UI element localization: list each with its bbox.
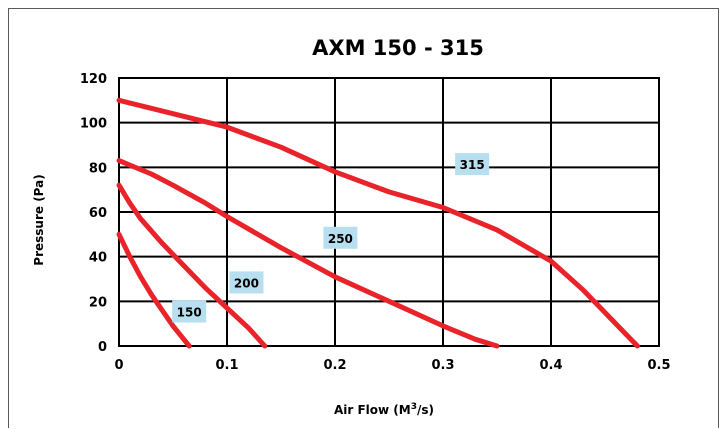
curve-label-box [323, 226, 358, 249]
chart-frame: AXM 150 - 315 150 200 250 315 0 0.1 0.2 0.3 0.4… [8, 8, 719, 428]
y-axis-label: Pressure (Pa) [32, 174, 46, 265]
curve-label-text: 250 [328, 232, 353, 246]
curves [116, 97, 640, 349]
series-150-line [116, 231, 192, 349]
x-axis-label: Air Flow (M3/s) [334, 402, 434, 417]
curve-label-text: 315 [460, 158, 485, 172]
y-tick-label: 80 [89, 161, 107, 176]
curve-label-315: 315 [455, 153, 490, 176]
x-tick-label: 0.4 [539, 358, 562, 373]
curve-label-200: 200 [229, 271, 264, 294]
series-315-line [116, 97, 640, 349]
y-tick-label: 40 [89, 251, 107, 266]
x-tick-labels: 0 0.1 0.2 0.3 0.4 0.5 [114, 358, 670, 373]
y-tick-labels: 0 20 40 60 80 100 120 [80, 72, 107, 355]
y-tick-label: 100 [80, 117, 107, 132]
series-200-line [116, 182, 268, 349]
curve-label-150: 150 [172, 300, 207, 323]
x-tick-label: 0.5 [647, 358, 670, 373]
curve-label-box [229, 271, 264, 294]
curve-label-box [172, 300, 207, 323]
chart-title: AXM 150 - 315 [312, 36, 484, 60]
curve-label-250: 250 [323, 226, 358, 249]
x-tick-label: 0.3 [431, 358, 454, 373]
x-tick-label: 0.1 [215, 358, 238, 373]
x-tick-label: 0.2 [323, 358, 346, 373]
curve-label-text: 150 [177, 306, 202, 320]
series-250-line [116, 158, 500, 349]
curve-labels: 150 200 250 315 [172, 153, 490, 323]
y-tick-label: 60 [89, 206, 107, 221]
x-tick-label: 0 [114, 358, 123, 373]
y-tick-label: 120 [80, 72, 107, 87]
y-tick-label: 20 [89, 295, 107, 310]
curve-label-box [455, 153, 490, 176]
y-tick-label: 0 [98, 340, 107, 355]
curve-label-text: 200 [234, 276, 259, 290]
